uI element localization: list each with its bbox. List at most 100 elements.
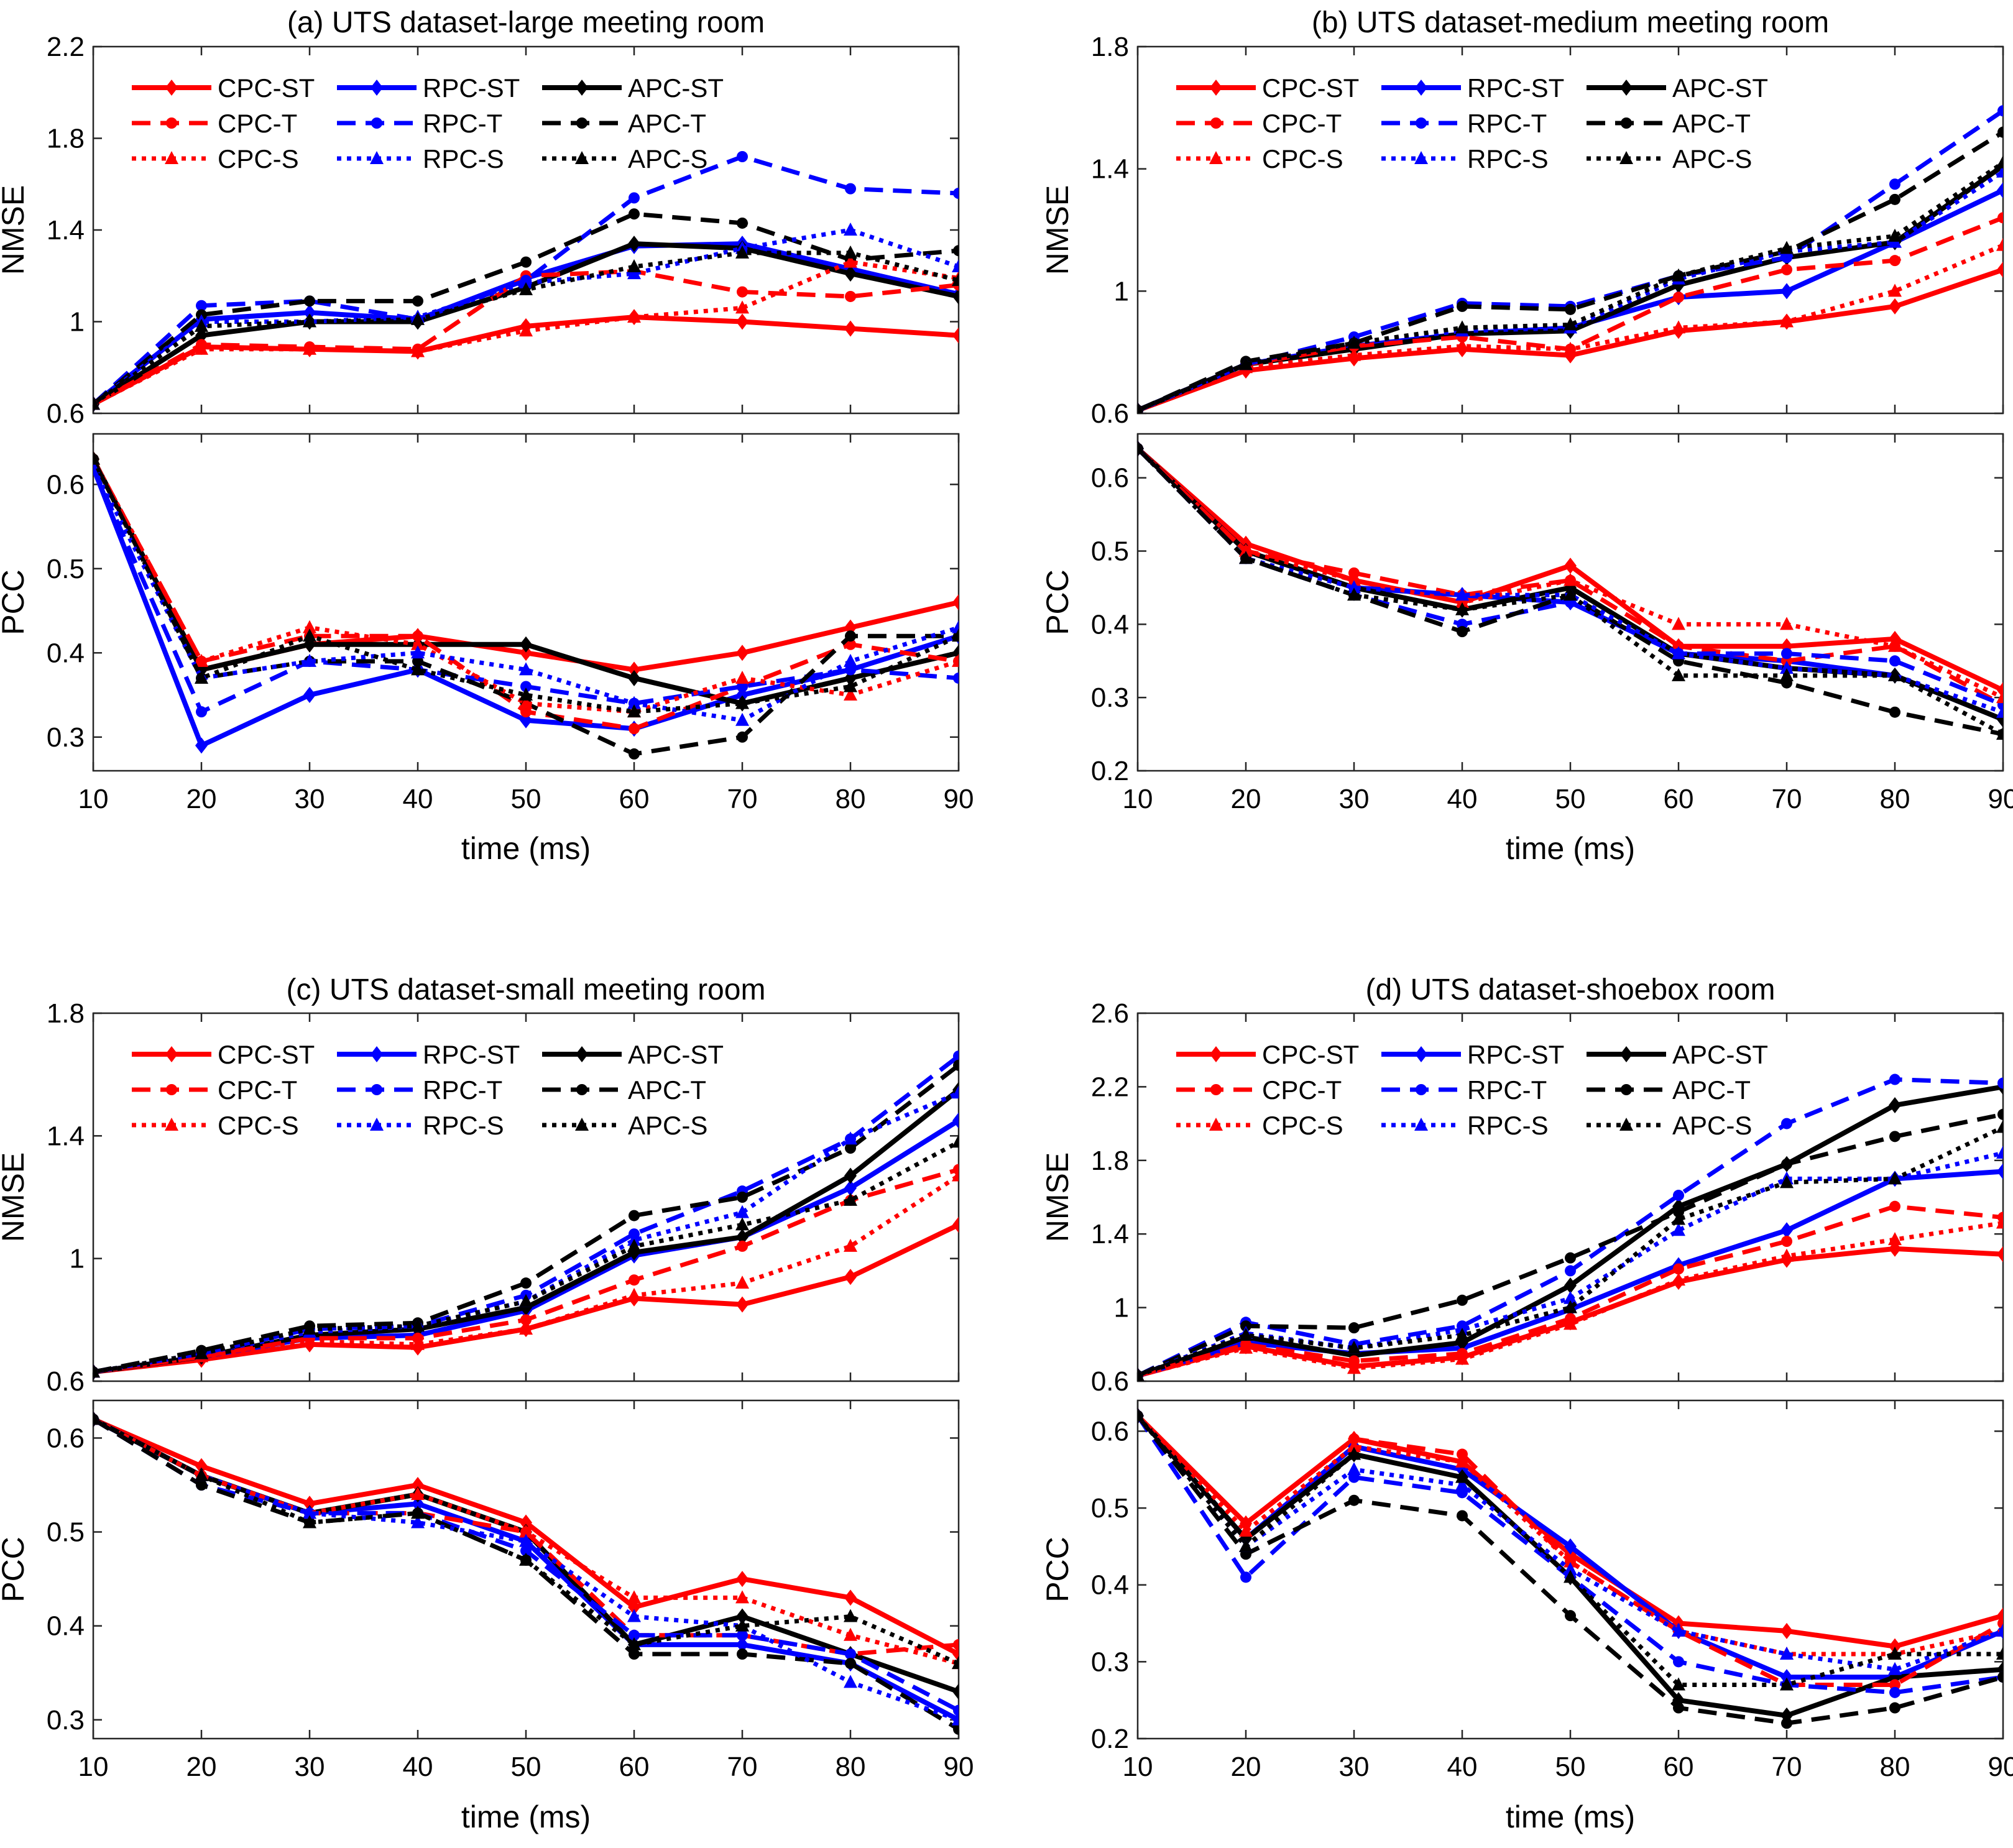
panel-d: (d) UTS dataset-shoebox room 0.6 1 1.4 1.8 2.… xyxy=(1040,973,2013,1834)
nmse-axes: 0.6 1 1.4 1.8 NMSE CPC-ST RPC-ST APC-ST CPC-T RPC… xyxy=(1040,32,2004,429)
data-point-apc-s xyxy=(1138,1408,1145,1422)
x-tick-label: 30 xyxy=(295,1752,325,1782)
legend-label: RPC-ST xyxy=(1467,73,1564,103)
y-tick-label: 1 xyxy=(1114,276,1129,306)
data-point-rpc-s xyxy=(519,1533,533,1547)
data-point-rpc-s xyxy=(1672,646,1685,660)
x-tick-label: 20 xyxy=(187,784,217,814)
data-point-cpc-s xyxy=(1455,1454,1469,1468)
data-point-cpc-st xyxy=(736,1296,749,1313)
data-point-rpc-s xyxy=(844,653,857,667)
x-tick-label: 70 xyxy=(1772,784,1802,814)
data-point-cpc-s xyxy=(1564,341,1577,355)
data-point-apc-s xyxy=(519,1294,533,1307)
data-point-rpc-t xyxy=(845,183,856,195)
data-point-apc-s xyxy=(1888,1171,1902,1185)
data-point-cpc-t xyxy=(737,286,748,298)
y-tick-label: 1.4 xyxy=(47,1121,85,1151)
y-tick-label: 2.2 xyxy=(1091,1072,1129,1102)
data-point-apc-t xyxy=(737,217,748,229)
series-group xyxy=(1138,1073,2003,1381)
legend-label: CPC-ST xyxy=(1262,73,1359,103)
legend-marker-rpc-s xyxy=(1414,1118,1428,1131)
data-point-cpc-st xyxy=(1564,558,1577,574)
legend-marker-rpc-st xyxy=(371,1046,383,1062)
data-point-cpc-t xyxy=(1997,1617,2003,1629)
panel-title: (a) UTS dataset-large meeting room xyxy=(287,6,765,39)
data-point-cpc-st xyxy=(520,1514,532,1531)
data-point-cpc-st xyxy=(736,645,749,661)
y-tick-label: 1.8 xyxy=(47,124,85,154)
legend-marker-apc-s xyxy=(1619,1118,1633,1131)
legend-marker-apc-s xyxy=(1619,151,1633,164)
x-tick-label: 60 xyxy=(1664,784,1694,814)
data-point-cpc-s xyxy=(952,653,959,667)
series-line-rpc-s xyxy=(93,228,959,407)
data-point-apc-st xyxy=(520,636,532,653)
y-tick-label: 0.4 xyxy=(47,638,85,668)
y-tick-label: 0.3 xyxy=(47,722,85,753)
data-point-cpc-st xyxy=(303,1496,316,1512)
data-point-apc-t xyxy=(953,1059,959,1071)
data-point-cpc-s xyxy=(1780,1248,1794,1262)
data-point-apc-s xyxy=(627,704,641,718)
legend-marker-apc-s xyxy=(575,151,589,164)
x-axis-label: time (ms) xyxy=(461,831,591,866)
legend-label: APC-ST xyxy=(628,1040,724,1069)
legend-marker-apc-st xyxy=(1620,1046,1633,1062)
y-axis-label: PCC xyxy=(1040,569,1075,635)
data-point-apc-s xyxy=(1239,357,1253,370)
y-tick-label: 0.6 xyxy=(47,1366,85,1397)
data-point-apc-s xyxy=(93,1412,100,1425)
data-point-apc-s xyxy=(195,1468,208,1481)
data-point-rpc-t xyxy=(1781,1118,1792,1129)
data-point-cpc-s xyxy=(519,1524,533,1538)
y-tick-label: 1.4 xyxy=(1091,154,1129,185)
data-point-apc-t xyxy=(1997,1671,2003,1683)
data-point-apc-s xyxy=(195,670,208,684)
series-group xyxy=(93,1050,959,1381)
y-tick-label: 0.4 xyxy=(1091,609,1129,640)
data-point-rpc-t xyxy=(953,1050,959,1062)
data-point-cpc-st xyxy=(1889,1638,1901,1655)
series-line-apc-s xyxy=(1138,447,2003,737)
data-point-apc-s xyxy=(735,245,749,259)
x-tick-label: 60 xyxy=(619,784,650,814)
data-point-cpc-t xyxy=(1457,1448,1468,1460)
data-point-apc-s xyxy=(1564,317,1577,331)
legend-marker-cpc-t xyxy=(166,1084,177,1095)
y-tick-label: 1 xyxy=(70,1244,85,1274)
series-line-apc-s xyxy=(93,458,959,714)
x-tick-label: 80 xyxy=(1880,784,1910,814)
x-tick-label: 20 xyxy=(1231,1752,1261,1782)
legend-marker-cpc-s xyxy=(165,151,178,164)
data-point-apc-t xyxy=(1457,300,1468,312)
data-point-apc-t xyxy=(1565,303,1576,315)
data-point-rpc-s xyxy=(1455,587,1469,601)
data-point-rpc-s xyxy=(1347,1462,1361,1476)
y-tick-label: 0.3 xyxy=(1091,683,1129,713)
data-point-apc-s xyxy=(1780,668,1794,681)
data-point-rpc-t xyxy=(196,300,207,311)
data-point-apc-s xyxy=(93,397,100,410)
data-point-apc-t xyxy=(1997,126,2003,138)
y-axis-label: PCC xyxy=(0,569,30,635)
x-tick-label: 90 xyxy=(1988,784,2013,814)
data-point-apc-t xyxy=(737,731,748,743)
data-point-apc-s xyxy=(1780,241,1794,254)
data-point-rpc-s xyxy=(844,1131,857,1145)
legend-label: APC-T xyxy=(1672,109,1751,138)
data-point-cpc-t xyxy=(629,723,640,735)
data-point-cpc-s xyxy=(735,1276,749,1289)
legend-marker-apc-st xyxy=(576,1046,588,1062)
data-point-apc-s xyxy=(1455,602,1469,615)
series-group xyxy=(1138,440,2003,740)
data-point-cpc-t xyxy=(1781,1236,1792,1248)
data-point-rpc-st xyxy=(303,687,316,704)
legend-marker-apc-t xyxy=(576,117,587,129)
data-point-rpc-s xyxy=(303,1506,316,1519)
data-point-apc-t xyxy=(1348,1322,1360,1334)
data-point-rpc-st xyxy=(736,1636,749,1653)
y-axis-label: NMSE xyxy=(0,185,30,275)
x-tick-label: 50 xyxy=(1555,1752,1586,1782)
